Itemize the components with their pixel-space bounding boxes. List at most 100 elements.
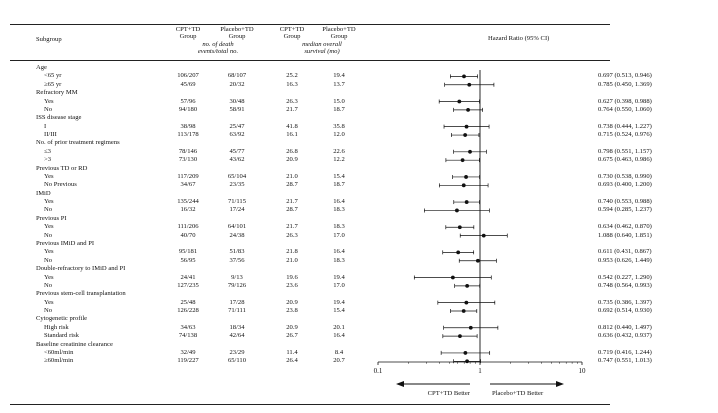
point-estimate <box>458 334 462 339</box>
cpt-events-cell: 38/98 <box>180 122 196 130</box>
cpt-events-cell: 127/235 <box>177 281 199 289</box>
subgroup-label: No <box>44 307 53 315</box>
placebo-os-cell: 8.4 <box>334 348 344 356</box>
placebo-events-cell: 65/110 <box>227 357 247 365</box>
hr-ci-cell: 0.798 (0.551, 1.157) <box>598 147 652 155</box>
hr-ci-cell: 0.812 (0.440, 1.497) <box>598 323 652 331</box>
placebo-os-cell: 16.4 <box>333 248 345 256</box>
cpt-os-header-line1: CPT+TD <box>279 26 305 33</box>
subgroup-heading: Previous IMiD and PI <box>36 239 95 247</box>
point-estimate <box>464 124 469 129</box>
subgroup-label: Yes <box>44 97 54 105</box>
placebo-events-cell: 45/77 <box>229 147 245 155</box>
cpt-events-cell: 95/181 <box>178 248 198 256</box>
placebo-events-cell: 71/115 <box>227 198 247 206</box>
survival-note-line1: median overall <box>302 41 342 48</box>
cpt-events-cell: 111/206 <box>177 223 199 231</box>
placebo-os-cell: 22.6 <box>333 147 345 155</box>
hr-ci-cell: 0.785 (0.450, 1.369) <box>598 80 652 88</box>
subgroup-heading: Cytogenetic profile <box>36 315 88 323</box>
cpt-events-cell: 34/67 <box>180 181 196 189</box>
cpt-os-cell: 26.3 <box>286 97 298 105</box>
placebo-events-cell: 42/64 <box>229 332 245 340</box>
cpt-events-header-line2: Group <box>179 33 197 41</box>
point-estimate <box>466 108 470 112</box>
survival-note: median overall survival (mo) <box>284 41 360 56</box>
placebo-os-cell: 19.4 <box>333 298 345 306</box>
cpt-os-cell: 25.2 <box>286 72 298 80</box>
placebo-os-cell: 15.4 <box>333 172 345 180</box>
hr-ci-cell: 0.627 (0.398, 0.988) <box>598 97 652 105</box>
hr-ci-cell: 0.594 (0.285, 1.237) <box>598 206 652 214</box>
hr-ci-cell: 1.088 (0.640, 1.851) <box>598 231 652 239</box>
point-estimate <box>450 275 455 280</box>
point-estimate <box>463 133 468 137</box>
point-estimate <box>464 175 468 179</box>
subgroup-label: No Previous <box>44 181 77 189</box>
subgroup-heading: Previous PI <box>36 214 67 222</box>
x-tick-label: 1 <box>478 367 482 375</box>
placebo-events-cell: 20/32 <box>229 80 245 88</box>
cpt-events-cell: 16/32 <box>180 206 196 214</box>
placebo-os-cell: 18.7 <box>333 105 345 113</box>
subgroup-label: <65 yr <box>44 72 62 80</box>
cpt-events-cell: 25/48 <box>180 298 196 306</box>
hr-ci-cell: 0.611 (0.431, 0.867) <box>598 248 652 256</box>
placebo-events-cell: 68/107 <box>227 72 247 80</box>
cpt-os-cell: 21.8 <box>286 248 298 256</box>
subgroup-label: II/III <box>44 131 57 139</box>
subgroup-heading: Double-refractory to IMiD and PI <box>36 265 126 273</box>
cpt-os-cell: 21.0 <box>286 256 298 264</box>
point-estimate <box>467 82 472 87</box>
hr-ci-cell: 0.730 (0.538, 0.990) <box>598 172 652 180</box>
cpt-events-cell: 40/70 <box>180 231 196 239</box>
cpt-events-header: CPT+TD Group <box>168 26 208 41</box>
placebo-os-header: Placebo+TD Group <box>314 26 364 41</box>
cpt-events-cell: 56/95 <box>180 256 196 264</box>
placebo-os-cell: 15.0 <box>333 97 345 105</box>
placebo-os-cell: 17.0 <box>333 231 345 239</box>
placebo-events-cell: 23/29 <box>229 348 245 356</box>
subgroup-label: I <box>44 122 47 130</box>
cpt-os-cell: 26.4 <box>286 357 298 365</box>
point-estimate <box>468 325 473 330</box>
subgroup-label: ≥65 yr <box>44 80 62 88</box>
placebo-os-header-line2: Group <box>330 33 348 41</box>
cpt-os-cell: 28.7 <box>286 206 298 214</box>
placebo-os-cell: 18.7 <box>333 181 345 189</box>
cpt-events-cell: 34/63 <box>180 323 196 331</box>
cpt-os-cell: 16.1 <box>286 131 298 139</box>
point-estimate <box>465 283 470 288</box>
placebo-os-cell: 19.4 <box>333 72 345 80</box>
cpt-events-cell: 113/178 <box>177 131 199 139</box>
cpt-events-cell: 119/227 <box>177 357 199 365</box>
placebo-events-cell: 30/48 <box>229 97 245 105</box>
subgroup-label: High risk <box>44 323 69 331</box>
subgroup-label: >3 <box>44 156 52 164</box>
subgroup-label: ≥60ml/min <box>44 357 74 365</box>
right-arrow-label: Placebo+TD Better <box>492 390 544 397</box>
cpt-os-cell: 21.7 <box>286 105 298 113</box>
placebo-events-cell: 25/47 <box>229 122 245 130</box>
subgroup-heading: Previous stem-cell transplantation <box>36 290 126 298</box>
point-estimate <box>468 149 472 154</box>
x-tick-label: 10 <box>579 367 587 375</box>
hr-ci-cell: 0.634 (0.462, 0.870) <box>598 223 652 231</box>
left-arrow-label: CPT+TD Better <box>428 390 471 397</box>
cpt-events-cell: 126/228 <box>177 307 199 315</box>
hr-ci-cell: 0.697 (0.513, 0.946) <box>598 72 652 80</box>
hr-ci-cell: 0.735 (0.386, 1.397) <box>598 298 652 306</box>
hr-ci-cell: 0.747 (0.551, 1.013) <box>598 357 652 365</box>
deaths-note-line1: no. of death <box>202 41 234 48</box>
hr-ci-cell: 0.542 (0.227, 1.290) <box>598 273 652 281</box>
subgroup-label: No <box>44 105 53 113</box>
subgroup-label: <60ml/min <box>44 348 74 356</box>
cpt-os-cell: 11.4 <box>286 348 298 356</box>
cpt-os-cell: 23.6 <box>286 281 298 289</box>
cpt-os-cell: 41.8 <box>286 122 298 130</box>
point-estimate <box>460 158 465 163</box>
placebo-events-cell: 64/101 <box>227 223 247 231</box>
cpt-events-cell: 32/49 <box>180 348 196 356</box>
subgroup-label: No <box>44 206 53 214</box>
